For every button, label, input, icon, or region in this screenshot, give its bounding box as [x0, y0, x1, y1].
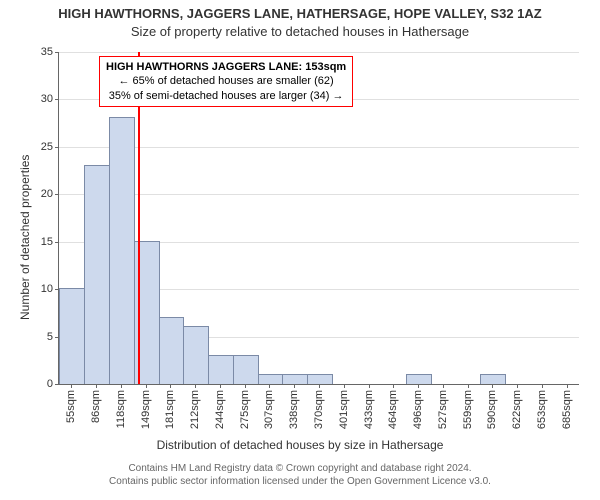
- xtick-label: 527sqm: [437, 390, 449, 429]
- y-axis-label: Number of detached properties: [18, 155, 32, 320]
- xtick-label: 464sqm: [387, 390, 399, 429]
- bar: [258, 374, 284, 384]
- xtick-mark: [369, 384, 370, 388]
- bar: [307, 374, 333, 384]
- xtick-mark: [319, 384, 320, 388]
- xtick-mark: [269, 384, 270, 388]
- ytick-label: 15: [41, 236, 59, 248]
- xtick-label: 338sqm: [288, 390, 300, 429]
- xtick-label: 307sqm: [263, 390, 275, 429]
- xtick-label: 653sqm: [536, 390, 548, 429]
- xtick-label: 244sqm: [214, 390, 226, 429]
- xtick-label: 275sqm: [239, 390, 251, 429]
- xtick-label: 590sqm: [486, 390, 498, 429]
- xtick-mark: [121, 384, 122, 388]
- bar: [282, 374, 308, 384]
- xtick-label: 433sqm: [363, 390, 375, 429]
- xtick-label: 212sqm: [189, 390, 201, 429]
- xtick-mark: [71, 384, 72, 388]
- xtick-label: 685sqm: [561, 390, 573, 429]
- bar: [480, 374, 506, 384]
- ytick-label: 30: [41, 93, 59, 105]
- xtick-mark: [542, 384, 543, 388]
- chart-container: HIGH HAWTHORNS, JAGGERS LANE, HATHERSAGE…: [0, 0, 600, 500]
- xtick-mark: [517, 384, 518, 388]
- xtick-label: 622sqm: [511, 390, 523, 429]
- xtick-label: 149sqm: [140, 390, 152, 429]
- xtick-mark: [393, 384, 394, 388]
- ytick-label: 20: [41, 188, 59, 200]
- bar: [59, 288, 85, 384]
- chart-subtitle: Size of property relative to detached ho…: [0, 24, 600, 39]
- xtick-mark: [96, 384, 97, 388]
- xtick-label: 55sqm: [65, 390, 77, 423]
- attribution-line1: Contains HM Land Registry data © Crown c…: [0, 462, 600, 475]
- xtick-label: 559sqm: [462, 390, 474, 429]
- bar: [109, 117, 135, 384]
- bar: [183, 326, 209, 384]
- xtick-label: 118sqm: [115, 390, 127, 428]
- annotation-line3: 35% of semi-detached houses are larger (…: [106, 89, 346, 103]
- annotation-line2: ← 65% of detached houses are smaller (62…: [106, 74, 346, 88]
- xtick-mark: [294, 384, 295, 388]
- plot-area: 0510152025303555sqm86sqm118sqm149sqm181s…: [58, 52, 579, 385]
- xtick-label: 370sqm: [313, 390, 325, 429]
- xtick-mark: [146, 384, 147, 388]
- bar: [233, 355, 259, 384]
- ytick-label: 25: [41, 141, 59, 153]
- xtick-mark: [468, 384, 469, 388]
- annotation-line1: HIGH HAWTHORNS JAGGERS LANE: 153sqm: [106, 60, 346, 74]
- xtick-mark: [220, 384, 221, 388]
- attribution-text: Contains HM Land Registry data © Crown c…: [0, 462, 600, 488]
- ytick-label: 5: [47, 331, 59, 343]
- xtick-mark: [245, 384, 246, 388]
- xtick-label: 86sqm: [90, 390, 102, 423]
- chart-title: HIGH HAWTHORNS, JAGGERS LANE, HATHERSAGE…: [0, 6, 600, 21]
- bar: [208, 355, 234, 384]
- ytick-label: 0: [47, 378, 59, 390]
- xtick-label: 401sqm: [338, 390, 350, 429]
- annotation-box: HIGH HAWTHORNS JAGGERS LANE: 153sqm ← 65…: [99, 56, 353, 107]
- xtick-mark: [170, 384, 171, 388]
- xtick-mark: [443, 384, 444, 388]
- xtick-mark: [567, 384, 568, 388]
- bar: [406, 374, 432, 384]
- xtick-mark: [195, 384, 196, 388]
- xtick-mark: [344, 384, 345, 388]
- xtick-mark: [492, 384, 493, 388]
- xtick-label: 181sqm: [164, 390, 176, 429]
- xtick-mark: [418, 384, 419, 388]
- ytick-label: 35: [41, 46, 59, 58]
- bar: [159, 317, 185, 384]
- x-axis-label: Distribution of detached houses by size …: [0, 438, 600, 452]
- attribution-line2: Contains public sector information licen…: [0, 475, 600, 488]
- bar: [84, 165, 110, 384]
- xtick-label: 496sqm: [412, 390, 424, 429]
- ytick-label: 10: [41, 283, 59, 295]
